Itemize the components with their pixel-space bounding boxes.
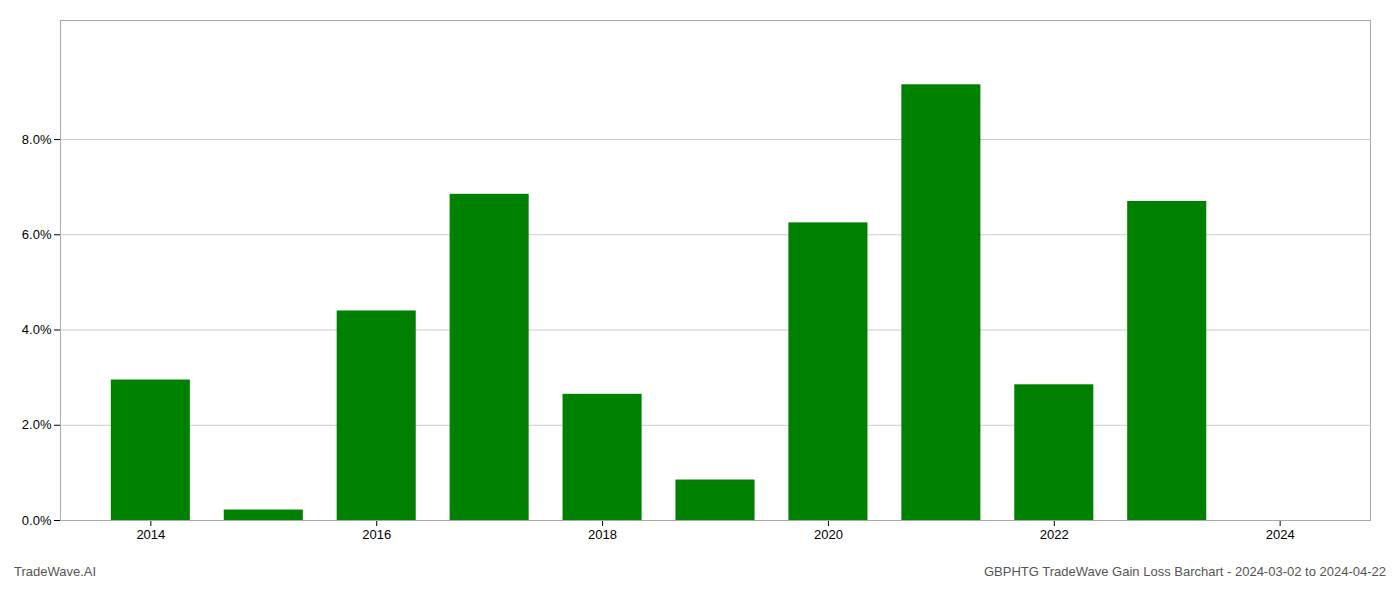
svg-text:0.0%: 0.0% (22, 513, 52, 528)
svg-text:2016: 2016 (362, 527, 391, 542)
svg-text:2.0%: 2.0% (22, 417, 52, 432)
svg-text:2022: 2022 (1040, 527, 1069, 542)
svg-text:2014: 2014 (136, 527, 165, 542)
html-text:GBPHTG TradeWave Gain Loss Bar: GBPHTG TradeWave Gain Loss Barchart - 20… (984, 564, 1386, 579)
svg-text:6.0%: 6.0% (22, 227, 52, 242)
svg-text:2018: 2018 (588, 527, 617, 542)
svg-text:4.0%: 4.0% (22, 322, 52, 337)
svg-text:2024: 2024 (1266, 527, 1295, 542)
svg-text:2020: 2020 (814, 527, 843, 542)
svg-text:8.0%: 8.0% (22, 132, 52, 147)
html-text:TradeWave.AI: TradeWave.AI (14, 564, 97, 579)
